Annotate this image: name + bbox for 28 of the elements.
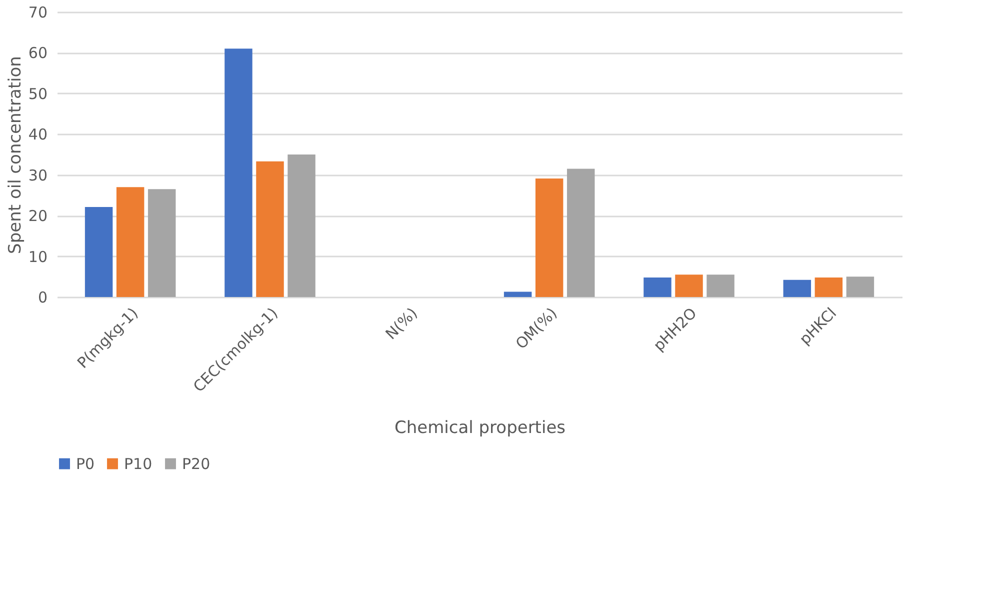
y-tick-label: 20 [28, 207, 48, 226]
bar [783, 280, 812, 297]
y-tick-label: 50 [28, 84, 48, 103]
y-tick-label: 60 [28, 44, 48, 62]
bar [288, 154, 316, 297]
bar [116, 187, 144, 297]
bar [644, 277, 672, 297]
bar [148, 189, 176, 297]
legend-label: P0 [76, 454, 95, 473]
y-tick-label: 10 [28, 248, 48, 266]
bar [84, 207, 113, 297]
bar [256, 161, 284, 297]
y-tick-label: 0 [38, 288, 48, 306]
bar [846, 276, 874, 297]
bar [566, 168, 595, 297]
y-tick-label: 70 [28, 4, 48, 22]
y-tick-label: 40 [28, 126, 48, 144]
bar [535, 178, 564, 297]
bar [224, 48, 252, 297]
y-tick-label: 30 [28, 166, 48, 184]
bar [504, 292, 532, 297]
bar [814, 277, 843, 297]
legend-label: P10 [124, 454, 152, 473]
y-axis-title: Spent oil concentration [5, 56, 26, 254]
bar [706, 274, 734, 297]
legend-label: P20 [182, 454, 210, 473]
bar [675, 274, 703, 297]
x-axis-title: Chemical properties [394, 418, 566, 438]
